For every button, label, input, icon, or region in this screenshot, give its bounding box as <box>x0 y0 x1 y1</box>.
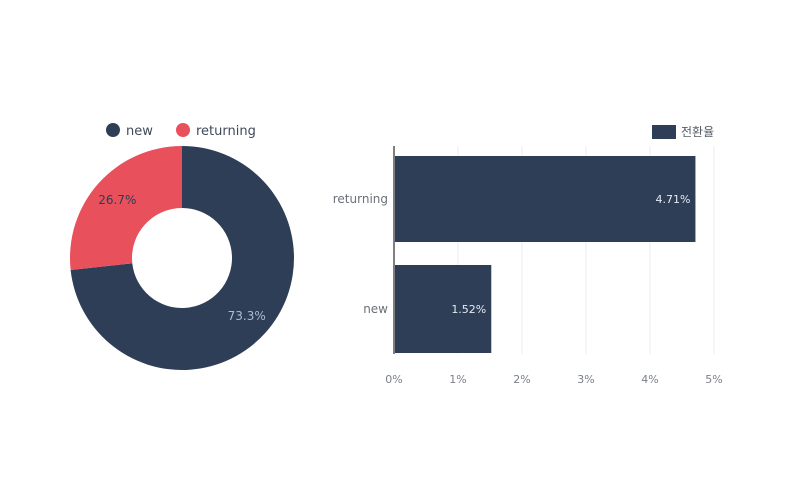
bar-value-label-new: 1.52% <box>451 303 486 316</box>
legend-label-series: 전환율 <box>681 125 714 139</box>
donut-slice-label-returning: 26.7% <box>98 193 136 207</box>
y-category-label-new: new <box>363 302 388 316</box>
legend-label-returning: returning <box>196 124 256 139</box>
legend-marker-new <box>106 123 120 137</box>
x-tick-label: 0% <box>385 373 402 386</box>
donut-chart: new returning 73.3% 26.7% <box>70 123 294 370</box>
x-tick-label: 5% <box>705 373 722 386</box>
bar-returning[interactable] <box>395 156 696 242</box>
donut-slice-new[interactable] <box>70 146 294 370</box>
legend-label-new: new <box>126 124 153 139</box>
donut-legend: new returning <box>106 123 256 139</box>
x-tick-label: 1% <box>449 373 466 386</box>
legend-marker-returning <box>176 123 190 137</box>
donut-slices <box>70 146 294 370</box>
bar-legend: 전환율 <box>652 125 714 139</box>
bar-new[interactable] <box>395 265 492 353</box>
bar-chart: 4.71% 1.52% 0% 1% 2% 3% 4% 5% returning new 전환율 <box>333 125 723 386</box>
legend-marker-series <box>652 125 676 139</box>
donut-slice-returning[interactable] <box>70 146 182 270</box>
bar-axis: 0% 1% 2% 3% 4% 5% returning new <box>333 146 723 386</box>
x-tick-label: 3% <box>577 373 594 386</box>
bar-marks: 4.71% 1.52% <box>395 156 696 353</box>
donut-labels: 73.3% 26.7% <box>98 193 266 323</box>
y-category-label-returning: returning <box>333 192 388 206</box>
bar-value-label-returning: 4.71% <box>655 193 690 206</box>
donut-slice-label-new: 73.3% <box>228 309 266 323</box>
x-tick-label: 2% <box>513 373 530 386</box>
x-tick-label: 4% <box>641 373 658 386</box>
